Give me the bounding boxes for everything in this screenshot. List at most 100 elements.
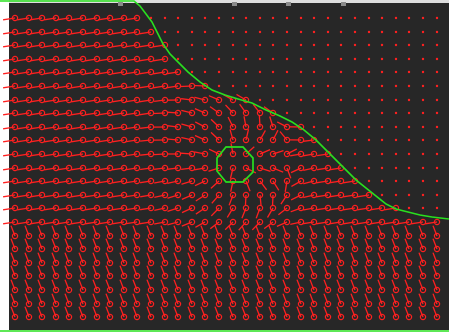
vector-origin [174, 136, 182, 144]
vector-origin [351, 272, 359, 280]
vector-origin [269, 123, 277, 131]
vector-origin [25, 82, 33, 90]
static-point [271, 43, 275, 47]
flow-vector [200, 252, 206, 264]
flow-vector [194, 167, 206, 171]
vector-origin [93, 14, 101, 22]
static-point [435, 125, 439, 129]
vector-origin [297, 150, 305, 158]
static-point [421, 16, 425, 20]
static-point [407, 57, 411, 61]
vector-origin [365, 218, 373, 226]
vector-origin [133, 68, 141, 76]
flow-vector [105, 238, 111, 250]
static-point [244, 70, 248, 74]
static-point [217, 30, 221, 34]
vector-origin [392, 232, 400, 240]
vector-origin [242, 109, 250, 117]
vector-origin [106, 82, 114, 90]
vector-origin [106, 218, 114, 226]
static-point [163, 16, 167, 20]
flow-vector [259, 194, 262, 206]
vector-origin [65, 313, 73, 321]
flow-vector [57, 99, 70, 103]
flow-vector [71, 221, 84, 225]
flow-vector [432, 238, 438, 250]
flow-vector [167, 207, 179, 213]
flow-vector [3, 207, 16, 211]
vector-origin [283, 164, 291, 172]
static-point [421, 111, 425, 115]
flow-vector [200, 293, 206, 305]
flow-vector [309, 252, 315, 264]
static-point [435, 98, 439, 102]
flow-vector [132, 279, 138, 291]
vector-origin [79, 245, 87, 253]
vector-origin [174, 82, 182, 90]
flow-vector [290, 221, 302, 226]
flow-vector [397, 221, 410, 225]
vector-origin [256, 191, 264, 199]
vector-origin [310, 272, 318, 280]
flow-vector [71, 31, 84, 35]
static-point [258, 98, 262, 102]
flow-vector [377, 265, 383, 277]
static-point [299, 43, 303, 47]
static-point [339, 98, 343, 102]
flow-vector [112, 207, 125, 211]
flow-vector [51, 238, 57, 250]
flow-vector [187, 306, 193, 318]
flow-vector [214, 279, 220, 291]
flow-vector [282, 279, 288, 291]
vector-origin [11, 313, 19, 321]
flow-vector [37, 306, 43, 318]
flow-vector [370, 207, 383, 211]
flow-vector [57, 85, 70, 89]
static-point [217, 16, 221, 20]
flow-vector [239, 103, 247, 114]
flow-vector [85, 139, 98, 143]
static-point [367, 125, 371, 129]
flow-vector [180, 85, 193, 88]
vector-origin [201, 150, 209, 158]
flow-vector [17, 31, 30, 35]
vector-origin [378, 218, 386, 226]
flow-vector [44, 167, 57, 171]
flow-vector [78, 293, 84, 305]
vector-origin [106, 41, 114, 49]
vector-origin [201, 136, 209, 144]
vector-origin [283, 245, 291, 253]
vector-origin [93, 41, 101, 49]
vector-origin [297, 272, 305, 280]
flow-vector [244, 194, 247, 207]
flow-vector [44, 207, 57, 211]
flow-vector [57, 17, 70, 21]
flow-vector [78, 238, 84, 250]
flow-vector [350, 306, 356, 318]
vector-origin [269, 218, 277, 226]
flow-vector [3, 139, 16, 143]
flow-vector [85, 17, 98, 21]
vector-origin [242, 259, 250, 267]
flow-vector [303, 194, 315, 199]
vector-origin [297, 259, 305, 267]
vector-origin [147, 150, 155, 158]
vector-origin [11, 41, 19, 49]
vector-origin [283, 218, 291, 226]
flow-vector [125, 71, 138, 75]
vector-origin [52, 123, 60, 131]
vector-origin [269, 245, 277, 253]
static-point [285, 98, 289, 102]
vector-origin [201, 218, 209, 226]
static-point [203, 70, 207, 74]
vector-origin [38, 245, 46, 253]
flow-vector [167, 221, 179, 226]
flow-vector [78, 225, 84, 237]
flow-vector [384, 221, 397, 225]
static-point [326, 70, 330, 74]
vector-origin [65, 232, 73, 240]
vector-origin [256, 286, 264, 294]
flow-vector [214, 293, 220, 305]
vector-origin [188, 286, 196, 294]
